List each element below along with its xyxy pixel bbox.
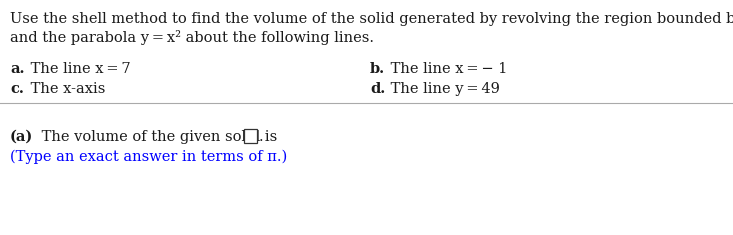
Text: The x-axis: The x-axis: [26, 82, 106, 96]
Text: b.: b.: [370, 62, 385, 76]
Text: and the parabola y = x² about the following lines.: and the parabola y = x² about the follow…: [10, 30, 374, 45]
Text: Use the shell method to find the volume of the solid generated by revolving the : Use the shell method to find the volume …: [10, 12, 733, 26]
Text: c.: c.: [10, 82, 24, 96]
Text: .: .: [259, 130, 263, 144]
Text: The volume of the given solid is: The volume of the given solid is: [37, 130, 282, 144]
Text: a.: a.: [10, 62, 24, 76]
Text: (Type an exact answer in terms of π.): (Type an exact answer in terms of π.): [10, 150, 287, 164]
Text: The line y = 49: The line y = 49: [386, 82, 500, 96]
Text: d.: d.: [370, 82, 386, 96]
Text: (a): (a): [10, 130, 33, 144]
Text: The line x = 7: The line x = 7: [26, 62, 130, 76]
Bar: [244, 129, 257, 143]
Text: The line x = − 1: The line x = − 1: [386, 62, 507, 76]
